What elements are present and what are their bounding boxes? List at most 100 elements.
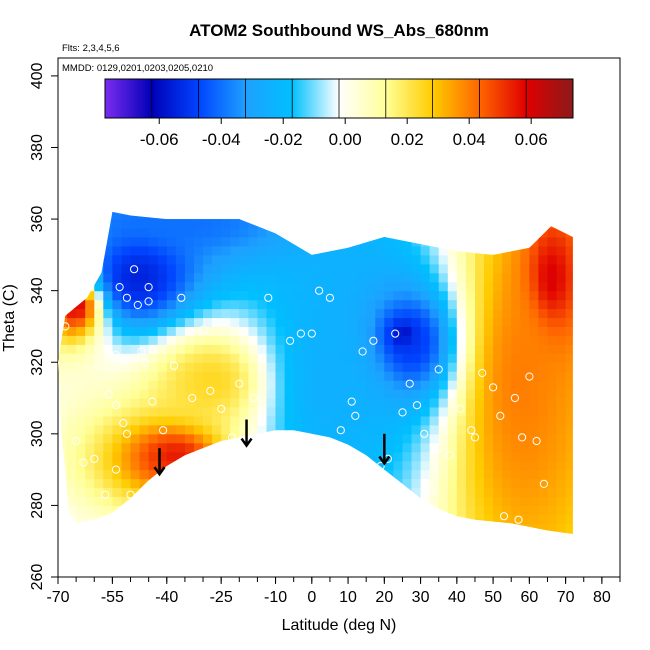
field-cell — [447, 380, 458, 390]
field-cell — [67, 496, 77, 506]
field-cell — [58, 415, 68, 426]
field-cell — [311, 442, 322, 453]
field-cell — [275, 290, 286, 301]
field-cell — [339, 389, 349, 399]
field-cell — [157, 487, 168, 497]
field-cell — [402, 460, 413, 471]
field-cell — [320, 424, 331, 435]
field-cell — [511, 211, 521, 220]
field-cell — [239, 317, 249, 327]
field-cell — [266, 523, 277, 533]
field-cell — [438, 344, 449, 354]
field-cell — [311, 496, 322, 506]
field-cell — [94, 398, 104, 408]
field-cell — [175, 398, 186, 408]
field-cell — [239, 469, 249, 480]
field-cell — [130, 299, 141, 310]
field-cell — [257, 211, 268, 220]
field-cell — [166, 263, 177, 274]
field-cell — [257, 451, 268, 462]
observation-point — [532, 436, 541, 446]
field-cell — [302, 219, 313, 229]
field-cell — [311, 398, 322, 408]
field-cell — [484, 415, 494, 426]
field-cell — [411, 532, 422, 534]
field-cell — [575, 273, 585, 283]
field-cell — [357, 263, 367, 274]
field-cell — [175, 211, 186, 220]
field-cell — [230, 371, 240, 381]
field-cell — [456, 496, 467, 506]
field-cell — [175, 469, 186, 480]
field-cell — [547, 496, 558, 506]
field-cell — [184, 514, 195, 524]
field-cell — [447, 335, 458, 345]
field-cell — [348, 254, 358, 265]
field-cell — [456, 532, 467, 534]
field-cell — [203, 254, 213, 265]
field-cell — [139, 308, 150, 319]
field-cell — [447, 353, 458, 363]
field-cell — [339, 201, 349, 211]
observation-point — [434, 365, 443, 374]
field-cell — [348, 219, 358, 229]
field-cell — [293, 532, 304, 534]
field-cell — [257, 442, 268, 453]
field-cell — [321, 201, 331, 211]
field-cell — [221, 433, 231, 444]
field-cell — [230, 211, 240, 220]
field-cell — [58, 335, 68, 345]
field-cell — [511, 460, 521, 471]
field-cell — [275, 469, 286, 480]
field-cell — [493, 254, 503, 265]
field-cell — [493, 299, 503, 310]
field-cell — [311, 211, 322, 220]
field-cell — [302, 380, 313, 390]
field-cell — [511, 219, 521, 229]
field-cell — [366, 362, 376, 372]
field-cell — [329, 505, 340, 515]
field-cell — [94, 219, 104, 229]
field-cell — [438, 469, 449, 480]
field-cell — [248, 344, 259, 354]
field-cell — [366, 398, 376, 408]
field-cell — [456, 424, 467, 435]
observation-point — [104, 347, 113, 356]
field-cell — [438, 335, 449, 345]
field-cell — [130, 478, 141, 489]
field-cell — [565, 344, 573, 354]
field-cell — [103, 281, 113, 292]
field-cell — [411, 308, 422, 319]
field-cell — [493, 290, 503, 301]
field-cell — [194, 469, 204, 480]
field-cell — [130, 219, 141, 229]
field-cell — [130, 308, 141, 319]
field-cell — [194, 442, 204, 453]
field-cell — [94, 281, 104, 292]
field-cell — [203, 272, 213, 283]
field-cell — [538, 308, 549, 319]
field-cell — [511, 424, 521, 435]
field-cell — [266, 424, 277, 435]
field-cell — [429, 478, 440, 489]
field-cell — [230, 532, 240, 534]
field-cell — [547, 469, 558, 480]
field-cell — [230, 523, 240, 533]
field-cell — [375, 442, 385, 453]
field-cell — [320, 389, 331, 399]
field-cell — [339, 335, 349, 345]
field-cell — [447, 389, 458, 399]
field-cell — [184, 237, 195, 247]
field-cell — [266, 353, 277, 363]
field-cell — [465, 344, 476, 354]
field-cell — [529, 487, 540, 497]
field-cell — [384, 344, 394, 354]
field-cell — [547, 532, 558, 534]
field-cell — [393, 272, 404, 283]
field-cell — [221, 254, 231, 265]
field-cell — [85, 263, 95, 274]
field-cell — [329, 460, 340, 471]
field-cell — [203, 219, 213, 229]
field-cell — [257, 424, 268, 435]
field-cell — [85, 380, 95, 390]
